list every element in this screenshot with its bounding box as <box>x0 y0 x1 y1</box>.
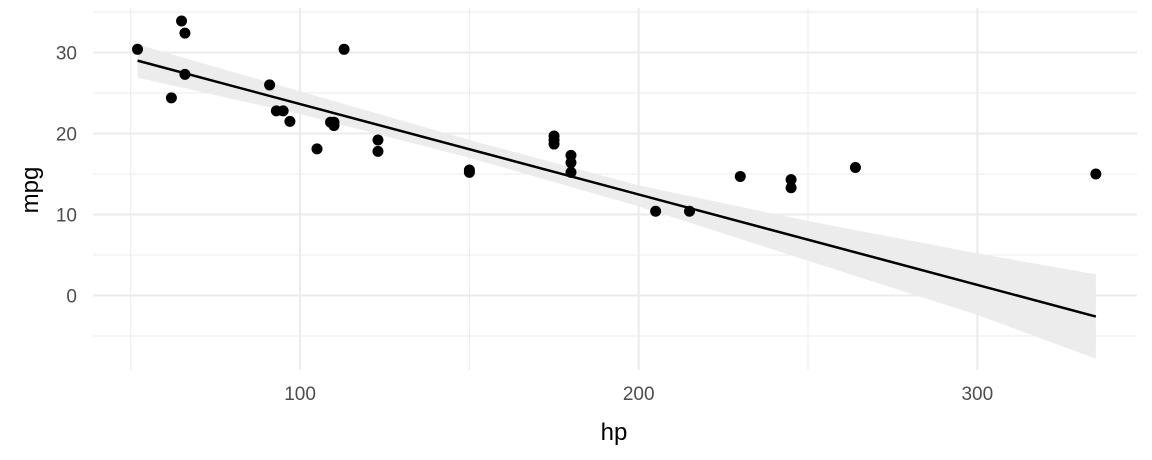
x-axis-title: hp <box>601 419 628 446</box>
data-point <box>565 166 577 178</box>
y-tick-label: 20 <box>56 125 77 146</box>
y-tick-label: 0 <box>66 286 77 307</box>
y-axis-title: mpg <box>17 167 44 214</box>
y-axis-tick-labels: 0 10 20 30 <box>56 44 77 308</box>
data-point <box>683 205 695 217</box>
data-point <box>849 162 861 174</box>
y-tick-label: 30 <box>56 44 77 65</box>
x-tick-label: 300 <box>961 384 993 405</box>
regression-line <box>137 59 1097 318</box>
data-point <box>463 166 475 178</box>
data-point <box>372 145 384 157</box>
data-point <box>785 174 797 186</box>
data-point <box>1090 168 1102 180</box>
data-point <box>338 43 350 55</box>
data-point <box>548 130 560 142</box>
data-point <box>311 143 323 155</box>
data-point <box>264 79 276 91</box>
data-points-layer <box>132 15 1102 217</box>
confidence-band <box>137 44 1096 359</box>
data-point <box>650 205 662 217</box>
data-point <box>176 15 188 27</box>
data-point <box>277 105 289 117</box>
data-point <box>785 182 797 194</box>
fit-line-layer <box>137 59 1097 318</box>
data-point <box>325 116 337 128</box>
confidence-band-layer <box>137 44 1096 359</box>
x-axis-tick-labels: 100 200 300 <box>284 384 993 405</box>
data-point <box>372 134 384 146</box>
x-tick-label: 100 <box>284 384 316 405</box>
data-point <box>734 170 746 182</box>
data-point <box>179 68 191 80</box>
data-point <box>132 43 144 55</box>
y-tick-label: 10 <box>56 206 77 227</box>
data-point <box>565 149 577 161</box>
data-point <box>179 27 191 39</box>
data-point <box>284 115 296 127</box>
x-tick-label: 200 <box>623 384 655 405</box>
data-point <box>165 92 177 104</box>
